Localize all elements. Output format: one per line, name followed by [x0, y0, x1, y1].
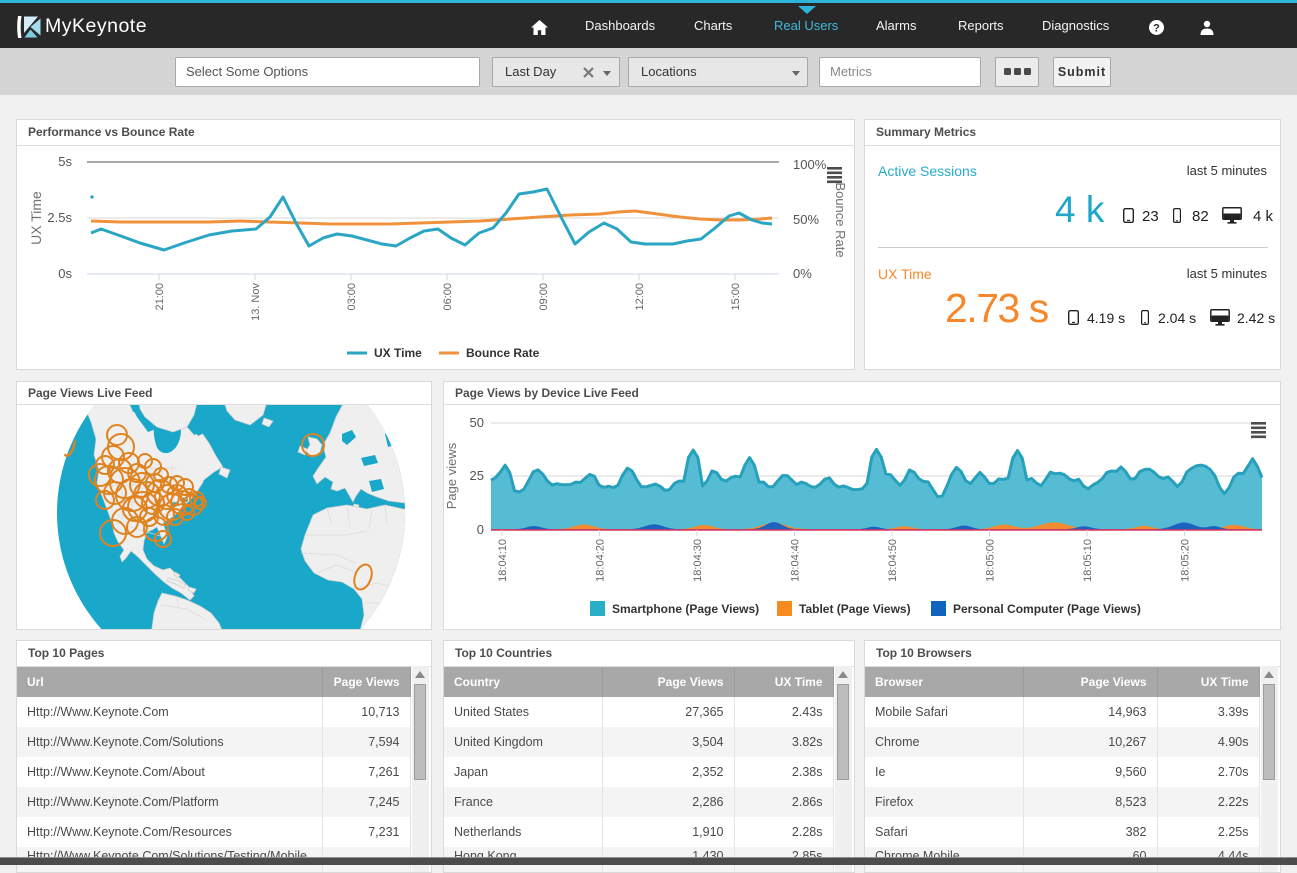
- svg-text:18:04:10: 18:04:10: [497, 539, 509, 582]
- svg-text:18:04:50: 18:04:50: [887, 539, 899, 582]
- svg-text:UX Time: UX Time: [374, 346, 422, 360]
- svg-text:03:00: 03:00: [346, 283, 358, 311]
- svg-text:18:04:20: 18:04:20: [595, 539, 607, 582]
- svg-text:?: ?: [1153, 23, 1160, 35]
- svg-text:18:05:10: 18:05:10: [1082, 539, 1094, 582]
- svg-text:18:04:40: 18:04:40: [790, 539, 802, 582]
- svg-text:18:05:00: 18:05:00: [985, 539, 997, 582]
- svg-text:0%: 0%: [793, 266, 812, 281]
- svg-text:12:00: 12:00: [634, 283, 646, 311]
- svg-text:5s: 5s: [58, 154, 72, 169]
- svg-text:13. Nov: 13. Nov: [250, 283, 262, 321]
- svg-text:25: 25: [470, 468, 484, 483]
- svg-text:15:00: 15:00: [730, 283, 742, 311]
- svg-text:UX Time: UX Time: [28, 191, 44, 245]
- svg-text:50%: 50%: [793, 212, 819, 227]
- svg-text:Bounce Rate: Bounce Rate: [833, 182, 848, 257]
- svg-text:Personal Computer (Page Views): Personal Computer (Page Views): [953, 602, 1141, 616]
- svg-text:Bounce Rate: Bounce Rate: [466, 346, 540, 360]
- svg-text:18:05:20: 18:05:20: [1180, 539, 1192, 582]
- svg-text:Page views: Page views: [444, 442, 459, 509]
- svg-text:18:04:30: 18:04:30: [692, 539, 704, 582]
- svg-text:21:00: 21:00: [154, 283, 166, 311]
- svg-text:Tablet (Page Views): Tablet (Page Views): [799, 602, 911, 616]
- svg-text:100%: 100%: [793, 157, 827, 172]
- svg-text:06:00: 06:00: [442, 283, 454, 311]
- svg-text:2.5s: 2.5s: [47, 210, 72, 225]
- svg-text:0s: 0s: [58, 266, 72, 281]
- svg-text:09:00: 09:00: [538, 283, 550, 311]
- svg-text:Smartphone (Page Views): Smartphone (Page Views): [612, 602, 759, 616]
- svg-text:50: 50: [470, 415, 484, 430]
- svg-text:0: 0: [477, 522, 484, 537]
